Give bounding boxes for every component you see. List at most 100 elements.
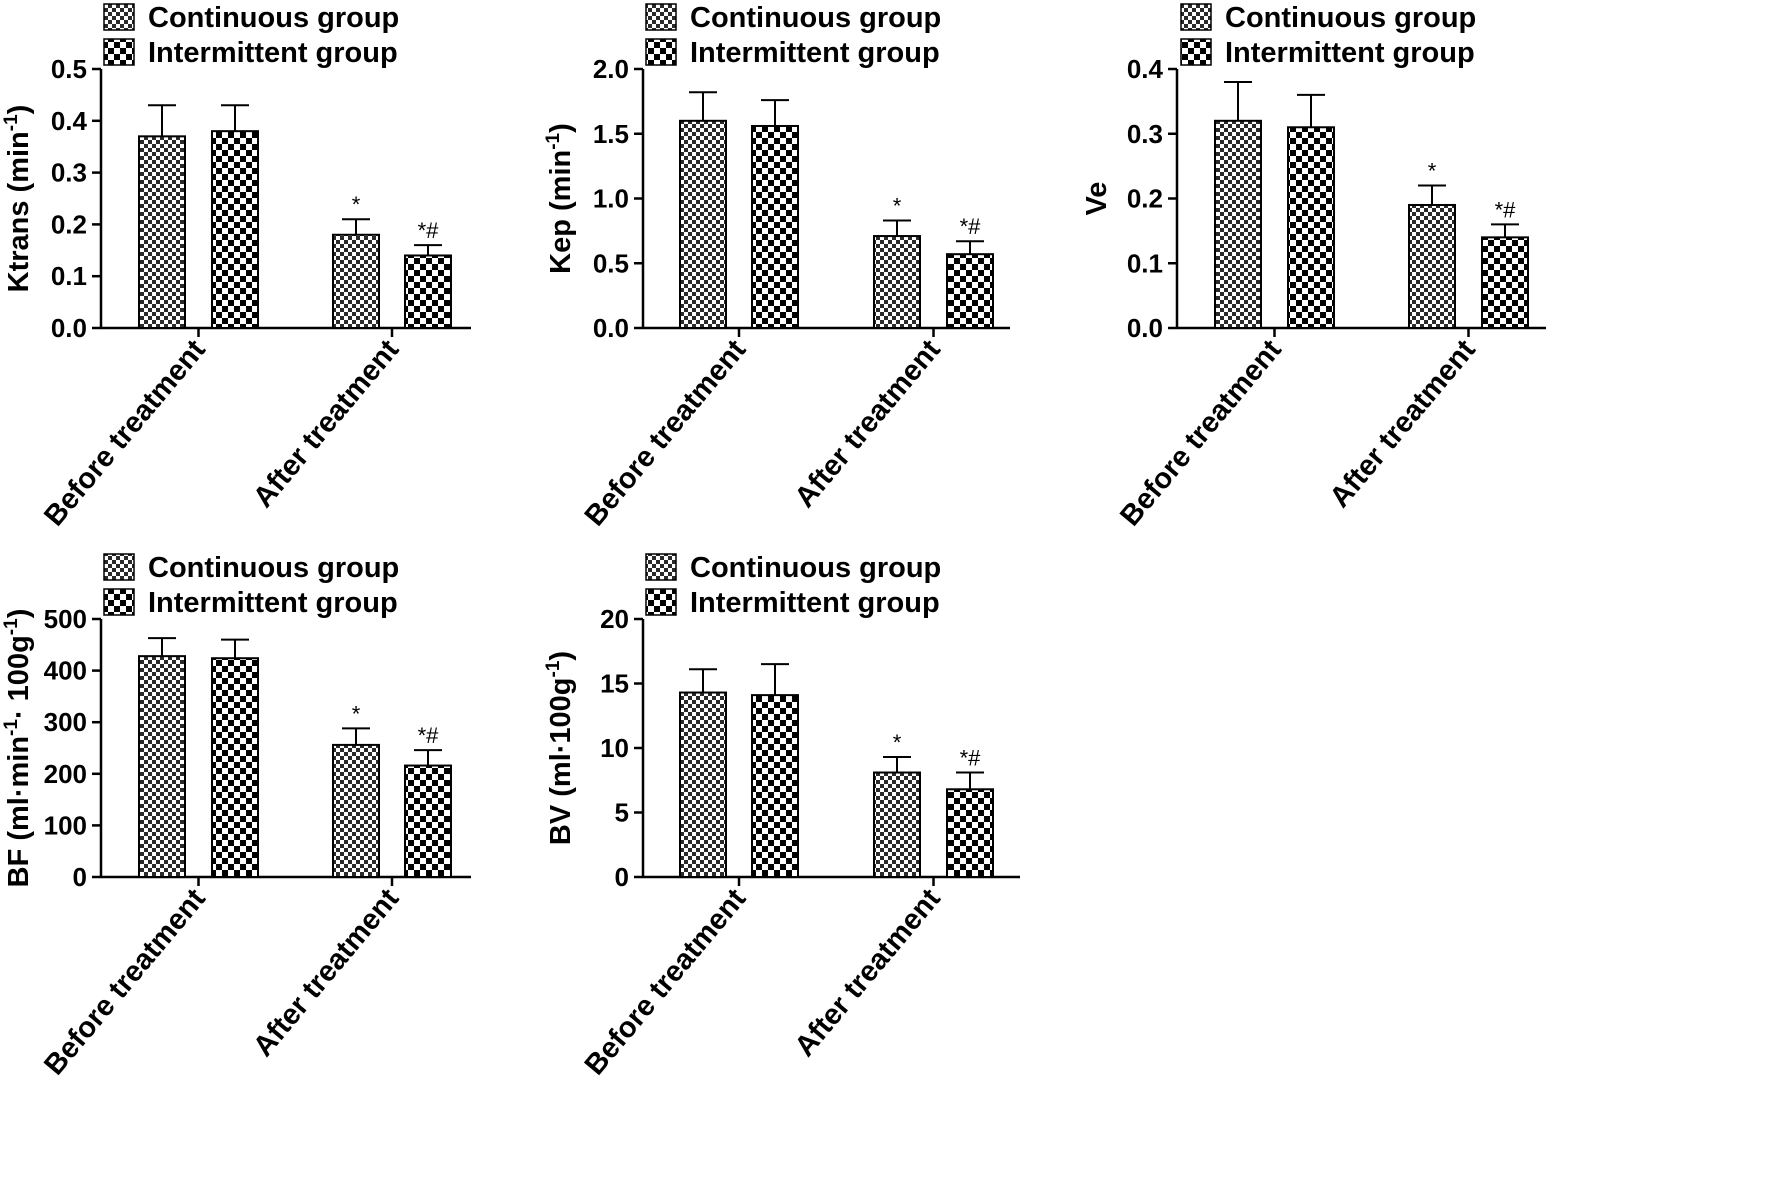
legend-swatch-continuous <box>645 3 677 31</box>
y-tick-label: 300 <box>44 707 87 737</box>
bar-intermittent-before <box>1287 126 1335 330</box>
x-category-label: Before treatment <box>1114 334 1288 533</box>
x-category-label: Before treatment <box>38 334 212 533</box>
significance-marker: *# <box>418 723 440 748</box>
significance-marker: * <box>893 730 902 755</box>
y-tick-label: 0.0 <box>51 313 87 343</box>
significance-marker: * <box>893 194 902 219</box>
significance-marker: *# <box>960 746 982 771</box>
legend-label-intermittent: Intermittent group <box>690 37 940 69</box>
y-tick-label: 0.5 <box>51 54 87 84</box>
y-axis-label: BF (ml·min-1· 100g-1) <box>1 609 35 888</box>
bar-intermittent-before <box>211 130 259 329</box>
y-tick-label: 0.5 <box>593 248 629 278</box>
legend-swatch-intermittent <box>645 38 677 66</box>
bar-intermittent-before <box>751 124 799 330</box>
x-category-label: After treatment <box>789 883 947 1063</box>
y-tick-label: 1.0 <box>593 184 629 214</box>
x-category-label: After treatment <box>1324 334 1482 514</box>
bar-continuous-after <box>332 743 380 878</box>
legend-label-continuous: Continuous group <box>1225 2 1476 34</box>
y-axis-label: Kep (min-1) <box>543 123 577 274</box>
x-category-label: Before treatment <box>579 883 753 1082</box>
bar-continuous-before <box>138 655 186 878</box>
x-category-label: After treatment <box>789 334 947 514</box>
legend-label-intermittent: Intermittent group <box>690 587 940 619</box>
y-tick-label: 0.3 <box>51 158 87 188</box>
y-tick-label: 0 <box>73 862 87 892</box>
y-tick-label: 2.0 <box>593 54 629 84</box>
x-category-label: After treatment <box>247 334 405 514</box>
y-tick-label: 10 <box>600 733 629 763</box>
legend-label-continuous: Continuous group <box>148 2 399 34</box>
significance-marker: * <box>352 701 361 726</box>
legend-swatch-continuous <box>645 553 677 581</box>
significance-marker: * <box>352 192 361 217</box>
bar-continuous-before <box>679 119 727 329</box>
x-category-label: Before treatment <box>38 883 212 1082</box>
bar-intermittent-before <box>751 694 799 878</box>
legend-label-continuous: Continuous group <box>690 2 941 34</box>
legend-swatch-intermittent <box>1180 38 1212 66</box>
legend-label-intermittent: Intermittent group <box>148 587 398 619</box>
legend-label-continuous: Continuous group <box>690 552 941 584</box>
y-tick-label: 0 <box>615 862 629 892</box>
y-tick-label: 15 <box>600 669 629 699</box>
bar-intermittent-after <box>946 788 994 879</box>
significance-marker: *# <box>1495 197 1517 222</box>
y-tick-label: 0.0 <box>1127 313 1163 343</box>
legend-label-intermittent: Intermittent group <box>148 37 398 69</box>
y-tick-label: 0.3 <box>1127 119 1163 149</box>
bar-continuous-before <box>679 691 727 879</box>
bar-continuous-after <box>873 235 921 329</box>
legend-swatch-continuous <box>103 3 135 31</box>
legend-label-continuous: Continuous group <box>148 552 399 584</box>
bar-continuous-before <box>138 135 186 329</box>
y-axis-label: Ktrans (min-1) <box>1 105 35 293</box>
y-tick-label: 400 <box>44 656 87 686</box>
y-tick-label: 500 <box>44 604 87 634</box>
legend-swatch-intermittent <box>103 588 135 616</box>
bar-intermittent-after <box>1481 236 1529 330</box>
y-tick-label: 0.0 <box>593 313 629 343</box>
y-tick-label: 0.2 <box>1127 184 1163 214</box>
y-tick-label: 200 <box>44 759 87 789</box>
bar-intermittent-before <box>211 657 259 878</box>
y-tick-label: 5 <box>615 798 629 828</box>
x-category-label: Before treatment <box>579 334 753 533</box>
x-category-label: After treatment <box>247 883 405 1063</box>
legend-swatch-intermittent <box>103 38 135 66</box>
y-tick-label: 20 <box>600 604 629 634</box>
legend-label-intermittent: Intermittent group <box>1225 37 1475 69</box>
legend-swatch-continuous <box>103 553 135 581</box>
y-tick-label: 0.2 <box>51 209 87 239</box>
bar-continuous-after <box>332 233 380 329</box>
significance-marker: *# <box>960 214 982 239</box>
y-axis-label: Ve <box>1081 182 1113 216</box>
y-tick-label: 0.4 <box>51 106 88 136</box>
bar-continuous-after <box>873 771 921 879</box>
y-tick-label: 0.4 <box>1127 54 1164 84</box>
y-tick-label: 1.5 <box>593 119 629 149</box>
y-tick-label: 0.1 <box>1127 248 1163 278</box>
significance-marker: * <box>1428 159 1437 184</box>
y-tick-label: 100 <box>44 810 87 840</box>
y-tick-label: 0.1 <box>51 261 87 291</box>
bar-continuous-before <box>1214 119 1262 329</box>
bar-intermittent-after <box>404 764 452 879</box>
y-axis-label: BV (ml·100g-1) <box>543 651 577 845</box>
significance-marker: *# <box>418 218 440 243</box>
bar-continuous-after <box>1408 203 1456 330</box>
legend-swatch-intermittent <box>645 588 677 616</box>
